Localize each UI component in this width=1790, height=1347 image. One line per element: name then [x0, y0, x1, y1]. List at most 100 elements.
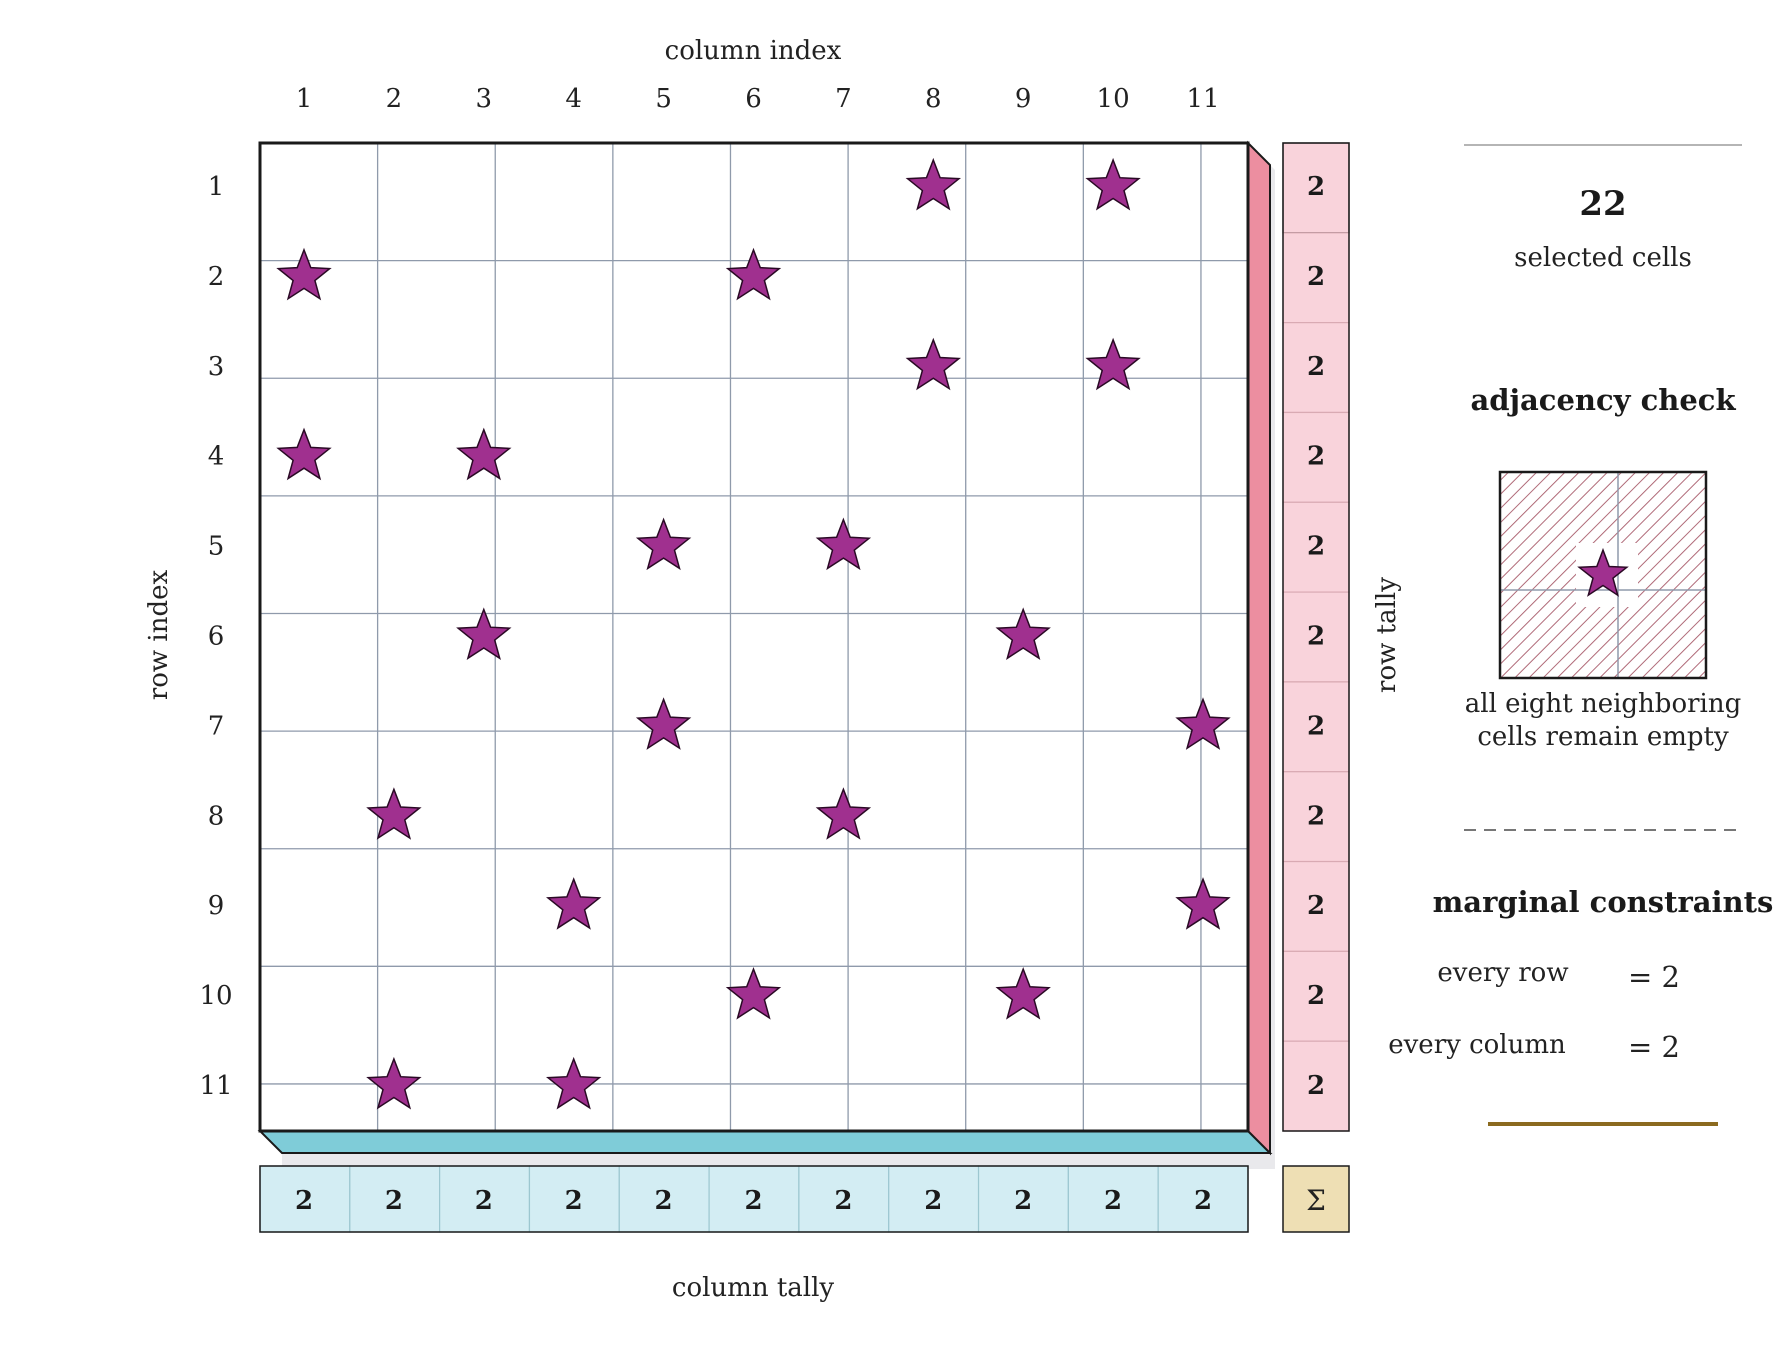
column-tally-cell — [439, 1165, 531, 1233]
column-tally-value: 2 — [1014, 1186, 1032, 1216]
star-icon — [725, 967, 782, 1020]
board-bottom-edge — [257, 1130, 1273, 1154]
star-icon — [995, 607, 1051, 661]
column-number: 9 — [1015, 84, 1032, 114]
column-index-label: column index — [665, 36, 842, 66]
row-tally-cell — [1282, 232, 1350, 324]
row-tally-cell — [1282, 322, 1350, 414]
column-number: 2 — [386, 84, 403, 114]
star-icon — [815, 517, 872, 571]
column-tally-value: 2 — [1194, 1186, 1212, 1216]
column-tally-value: 2 — [295, 1186, 313, 1216]
row-tally-cell — [1282, 1040, 1350, 1132]
row-number: 1 — [208, 172, 225, 202]
column-number: 7 — [835, 84, 852, 114]
row-tally-value: 2 — [1307, 442, 1325, 472]
row-tally-value: 2 — [1307, 172, 1325, 202]
row-tally-value: 2 — [1307, 352, 1325, 382]
selected-count: 22 — [1579, 184, 1626, 224]
row-number: 3 — [208, 352, 225, 382]
column-number: 3 — [476, 84, 493, 114]
column-tally: 2 2 2 2 2 2 2 2 2 2 2 — [259, 1165, 1249, 1233]
stars — [276, 157, 1231, 1110]
row-number: 2 — [208, 262, 225, 292]
star-icon — [995, 967, 1051, 1020]
row-tally-border — [1282, 142, 1350, 1132]
row-tally-value: 2 — [1307, 801, 1325, 831]
col-rule-label: every column — [1388, 1030, 1566, 1060]
row-tally-cell — [1282, 860, 1350, 952]
row-tally-cell — [1282, 142, 1350, 234]
column-tally-cell — [798, 1165, 890, 1233]
column-tally-border — [259, 1165, 1249, 1233]
column-tally-value: 2 — [1104, 1186, 1122, 1216]
row-number: 6 — [208, 622, 225, 652]
column-number: 11 — [1186, 84, 1219, 114]
row-number: 5 — [208, 532, 225, 562]
row-tally-value: 2 — [1307, 1071, 1325, 1101]
row-rule-label: every row — [1437, 958, 1568, 988]
sigma-symbol: Σ — [1306, 1184, 1326, 1217]
star-icon — [366, 787, 422, 840]
column-tally-cell — [618, 1165, 710, 1233]
adjacency-caption-2: cells remain empty — [1477, 722, 1729, 752]
col-rule-value: = 2 — [1628, 1030, 1680, 1064]
column-number: 8 — [925, 84, 942, 114]
column-number: 10 — [1097, 84, 1130, 114]
adjacency-title: adjacency check — [1470, 383, 1736, 417]
column-tally-value: 2 — [834, 1186, 852, 1216]
column-numbers: 1 2 3 4 5 6 7 8 9 10 11 — [296, 84, 1220, 114]
star-icon — [905, 337, 961, 391]
row-tally-cell — [1282, 591, 1350, 683]
star-icon — [1175, 877, 1231, 930]
star-icon — [546, 1056, 602, 1110]
row-tally-cell — [1282, 411, 1350, 503]
row-tally-cell — [1282, 950, 1350, 1042]
star-icon — [456, 427, 512, 481]
row-tally-cell — [1282, 771, 1350, 863]
board-border — [258, 141, 1250, 1133]
row-number: 9 — [208, 891, 225, 921]
star-icon — [905, 157, 961, 211]
column-tally-cell — [1157, 1165, 1249, 1233]
row-tally-value: 2 — [1307, 532, 1325, 562]
row-tally-cell — [1282, 501, 1350, 593]
sigma-box — [1282, 1165, 1350, 1233]
row-number: 10 — [199, 981, 232, 1011]
star-icon — [366, 1056, 422, 1110]
star-icon — [1175, 697, 1231, 750]
column-number: 6 — [745, 84, 762, 114]
column-number: 5 — [655, 84, 672, 114]
column-tally-value: 2 — [385, 1186, 403, 1216]
row-rule-value: = 2 — [1628, 960, 1680, 994]
row-tally-value: 2 — [1307, 262, 1325, 292]
star-icon — [635, 697, 692, 750]
star-icon — [635, 517, 692, 571]
row-tally-label: row tally — [1372, 577, 1402, 693]
column-tally-value: 2 — [744, 1186, 762, 1216]
row-tally-value: 2 — [1307, 891, 1325, 921]
star-icon — [276, 247, 332, 301]
star-icon — [456, 607, 512, 660]
row-tally-value: 2 — [1307, 622, 1325, 652]
row-number: 11 — [199, 1071, 232, 1101]
column-tally-label: column tally — [672, 1273, 835, 1303]
column-tally-cell — [528, 1165, 620, 1233]
star-icon — [725, 247, 782, 301]
star-icon — [546, 877, 602, 930]
row-tally-value: 2 — [1307, 711, 1325, 741]
column-number: 1 — [296, 84, 313, 114]
column-tally-cell — [259, 1165, 351, 1233]
row-tally-value: 2 — [1307, 981, 1325, 1011]
constraints-title: marginal constraints — [1433, 885, 1774, 919]
row-number: 4 — [208, 442, 225, 472]
row-numbers: 1 2 3 4 5 6 7 8 9 10 11 — [199, 172, 232, 1101]
row-number: 8 — [208, 801, 225, 831]
column-tally-value: 2 — [924, 1186, 942, 1216]
star-icon — [1577, 547, 1629, 597]
star-icon — [276, 427, 332, 481]
row-tally: 2 2 2 2 2 2 2 2 2 2 2 — [1282, 142, 1350, 1132]
star-icon — [815, 787, 872, 840]
star-icon — [1085, 157, 1141, 211]
